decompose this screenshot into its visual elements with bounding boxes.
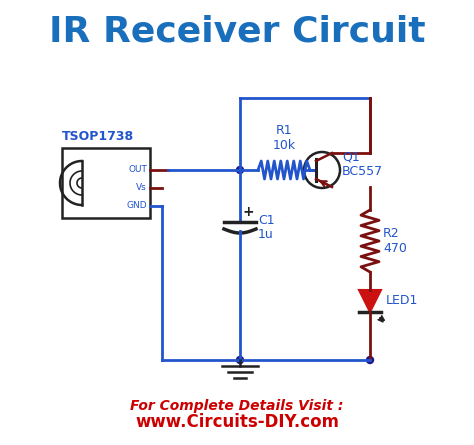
Text: LED1: LED1 xyxy=(386,295,419,307)
Bar xyxy=(62,148,150,218)
Text: www.Circuits-DIY.com: www.Circuits-DIY.com xyxy=(135,413,339,431)
Text: For Complete Details Visit :: For Complete Details Visit : xyxy=(130,399,344,413)
Text: Vs: Vs xyxy=(136,183,147,193)
Text: OUT: OUT xyxy=(128,166,147,174)
Text: C1
1u: C1 1u xyxy=(258,214,274,242)
Text: GND: GND xyxy=(127,202,147,210)
Text: Q1
BC557: Q1 BC557 xyxy=(342,150,383,178)
Text: TSOP1738: TSOP1738 xyxy=(62,130,134,143)
Text: R2
470: R2 470 xyxy=(383,227,407,255)
Polygon shape xyxy=(359,290,381,312)
Circle shape xyxy=(237,166,244,174)
Text: R1
10k: R1 10k xyxy=(273,124,296,152)
Circle shape xyxy=(366,356,374,364)
Circle shape xyxy=(237,356,244,364)
Text: IR Receiver Circuit: IR Receiver Circuit xyxy=(49,15,425,49)
Text: +: + xyxy=(243,205,255,219)
